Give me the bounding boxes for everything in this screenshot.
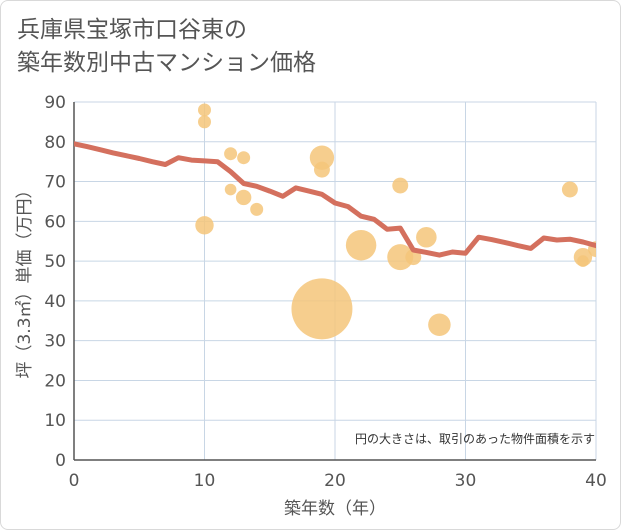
x-axis-label: 築年数（年） xyxy=(284,499,386,519)
chart-title: 兵庫県宝塚市口谷東の 築年数別中古マンション価格 xyxy=(17,14,316,80)
bubble-point xyxy=(250,202,264,216)
bubble-point xyxy=(416,226,437,248)
bubble-point xyxy=(291,278,353,340)
y-tick-label: 60 xyxy=(44,212,66,232)
y-axis-label: 坪（3.3㎡）単価（万円） xyxy=(15,181,35,378)
y-tick-label: 50 xyxy=(44,252,66,272)
x-tick-label: 20 xyxy=(324,471,346,491)
bubble-point xyxy=(224,147,238,161)
trend-line xyxy=(74,141,596,258)
size-note: 円の大きさは、取引のあった物件面積を示す xyxy=(355,431,595,446)
bubble-point xyxy=(387,244,414,271)
bubble-point xyxy=(561,181,578,198)
axes xyxy=(73,102,596,461)
grid-lines xyxy=(74,101,597,460)
y-tick-label: 10 xyxy=(44,411,66,431)
y-tick-label: 0 xyxy=(55,451,66,471)
bubble-point xyxy=(392,177,409,194)
x-tick-label: 10 xyxy=(194,471,216,491)
trend-series xyxy=(74,141,596,258)
y-tick-label: 90 xyxy=(44,93,66,113)
bubble-point xyxy=(309,145,335,170)
bubble-point xyxy=(198,115,211,129)
chart-title-line2: 築年数別中古マンション価格 xyxy=(17,50,316,76)
y-tick-label: 30 xyxy=(44,332,66,352)
bubble-point xyxy=(237,151,251,165)
bubble-point xyxy=(195,216,214,235)
chart-title-line1: 兵庫県宝塚市口谷東の xyxy=(17,17,247,43)
x-tick-label: 0 xyxy=(69,471,80,491)
bubble-series xyxy=(195,103,596,340)
bubble-point xyxy=(428,313,451,337)
y-tick-label: 70 xyxy=(44,173,66,193)
bubble-point xyxy=(313,161,330,178)
tick-labels: 0 10 20 30 40 50 60 70 80 90 0 10 20 30 40 xyxy=(44,93,606,491)
x-tick-label: 30 xyxy=(455,471,477,491)
bubble-point xyxy=(235,189,252,206)
y-tick-label: 40 xyxy=(44,292,66,312)
bubble-point xyxy=(577,255,589,267)
y-tick-label: 20 xyxy=(44,371,66,391)
y-tick-label: 80 xyxy=(44,133,66,153)
bubble-point xyxy=(345,229,377,261)
bubble-point xyxy=(198,103,211,117)
x-tick-label: 40 xyxy=(585,471,607,491)
bubble-point xyxy=(224,183,237,196)
